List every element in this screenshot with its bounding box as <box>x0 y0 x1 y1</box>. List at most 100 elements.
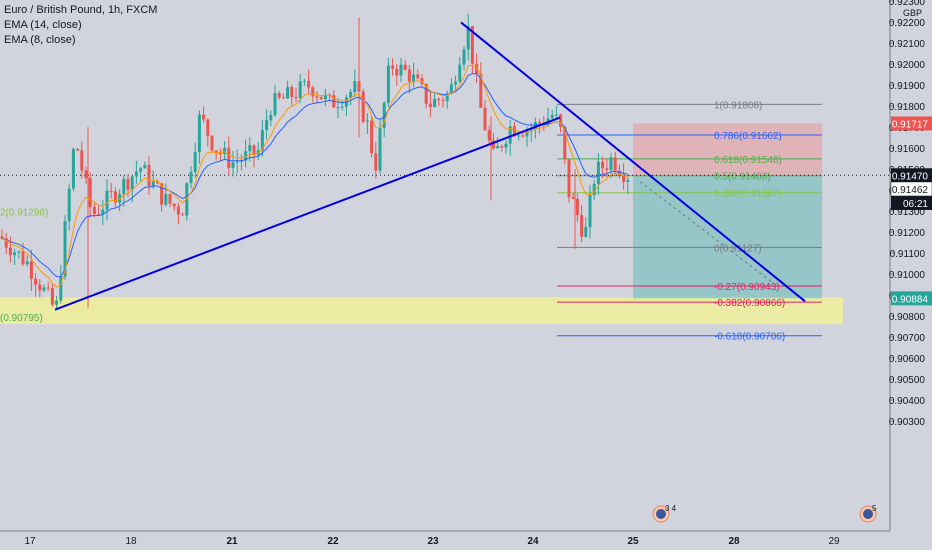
candle-body <box>302 81 306 83</box>
candle-body <box>399 64 403 76</box>
candle-body <box>596 161 600 184</box>
candle-body <box>475 63 479 74</box>
candle-body <box>496 146 500 149</box>
candle-body <box>206 119 210 136</box>
candle-body <box>470 26 474 64</box>
candle-body <box>155 181 159 184</box>
candle-body <box>622 175 626 183</box>
candle-body <box>84 170 88 179</box>
candle-body <box>353 81 357 92</box>
candle-body <box>433 99 437 107</box>
legend-title[interactable]: Euro / British Pound, 1h, FXCM <box>4 4 158 16</box>
price-label-tag <box>891 168 932 183</box>
price-label-text: 0.90884 <box>892 294 929 305</box>
price-tick-label: 0.90800 <box>889 312 926 323</box>
candle-body <box>441 100 445 102</box>
candle-body <box>172 203 176 207</box>
candle-body <box>613 157 617 171</box>
candle-body <box>575 198 579 215</box>
candle-body <box>617 170 621 176</box>
candle-body <box>244 151 248 161</box>
candle-body <box>185 183 189 216</box>
currency-label: GBP <box>903 8 923 18</box>
candle-body <box>391 65 395 69</box>
fib-level-label: -0.618(0.90706) <box>714 332 785 343</box>
candle-body <box>454 81 458 85</box>
candle-body <box>126 178 130 190</box>
candle-body <box>176 206 180 215</box>
candle-body <box>517 135 521 137</box>
candle-body <box>449 84 453 94</box>
take-profit-zone <box>633 175 822 299</box>
price-tick-label: 0.90600 <box>889 354 926 365</box>
candle-body <box>538 122 542 124</box>
candle-body <box>34 278 38 285</box>
price-label-text: 0.91462 <box>892 185 929 196</box>
candle-body <box>130 176 134 190</box>
candle-body <box>407 69 411 82</box>
fib-level-label: 1(0.91808) <box>714 100 762 111</box>
candle-body <box>223 147 227 154</box>
candle-body <box>164 194 168 205</box>
candle-body <box>227 147 231 168</box>
candle-body <box>508 126 512 144</box>
time-tick-label: 21 <box>226 536 238 547</box>
candle-body <box>370 120 374 154</box>
candle-body <box>601 161 605 169</box>
candle-body <box>609 157 613 170</box>
candle-body <box>340 106 344 108</box>
price-tick-label: 0.92000 <box>889 60 926 71</box>
ascending-trendline <box>54 116 561 311</box>
candle-body <box>626 180 630 183</box>
candle-body <box>168 194 172 204</box>
candle-body <box>92 207 96 214</box>
time-axis[interactable]: 17 18 21 22 23 24 25 28 29 <box>0 530 890 547</box>
trend-lines <box>54 21 806 311</box>
price-tick-label: 0.91300 <box>889 207 926 218</box>
candle-body <box>197 114 201 153</box>
candle-body <box>525 130 529 137</box>
ema8-line <box>1 64 628 288</box>
candle-body <box>584 226 588 237</box>
candle-body <box>416 74 420 79</box>
candle-body <box>260 129 264 151</box>
price-tick-label: 0.91200 <box>889 228 926 239</box>
candle-body <box>122 178 126 195</box>
time-tick-label: 24 <box>527 536 539 547</box>
legend-ema8[interactable]: EMA (8, close) <box>4 34 76 46</box>
price-tick-label: 0.91100 <box>890 249 926 260</box>
ema14-line <box>1 73 628 278</box>
candle-body <box>479 73 483 108</box>
candle-body <box>315 96 319 98</box>
candle-body <box>113 191 117 203</box>
candle-body <box>307 81 311 88</box>
candle-body <box>231 162 235 168</box>
left-level-label: 2(0.91298) <box>0 207 48 218</box>
candle-body <box>298 81 302 98</box>
candle-body <box>71 148 75 189</box>
flag-icon-inner <box>656 509 666 519</box>
price-tick-label: 0.90300 <box>889 417 926 428</box>
event-count: 3 4 <box>665 504 677 513</box>
candle-body <box>361 91 365 122</box>
price-label-text: 0.91717 <box>892 119 929 130</box>
candle-body <box>42 287 46 291</box>
candle-body <box>50 288 54 305</box>
price-axis[interactable]: 0.92300 0.92200 0.92100 0.92000 0.91900 0.918… <box>889 0 932 531</box>
candle-body <box>13 252 17 256</box>
candle-body <box>193 152 197 172</box>
time-tick-label: 17 <box>24 536 36 547</box>
candle-body <box>281 97 285 99</box>
candlestick-series <box>0 13 630 310</box>
candle-body <box>189 171 193 184</box>
candle-body <box>46 287 50 289</box>
candle-body <box>67 188 71 222</box>
candle-body <box>487 130 491 141</box>
candle-body <box>38 284 42 291</box>
candle-body <box>248 145 252 152</box>
event-markers: 3 4 5 <box>652 504 877 523</box>
price-label-text: 0.91470 <box>892 171 929 182</box>
legend-ema14[interactable]: EMA (14, close) <box>4 19 82 31</box>
candle-body <box>134 171 138 177</box>
